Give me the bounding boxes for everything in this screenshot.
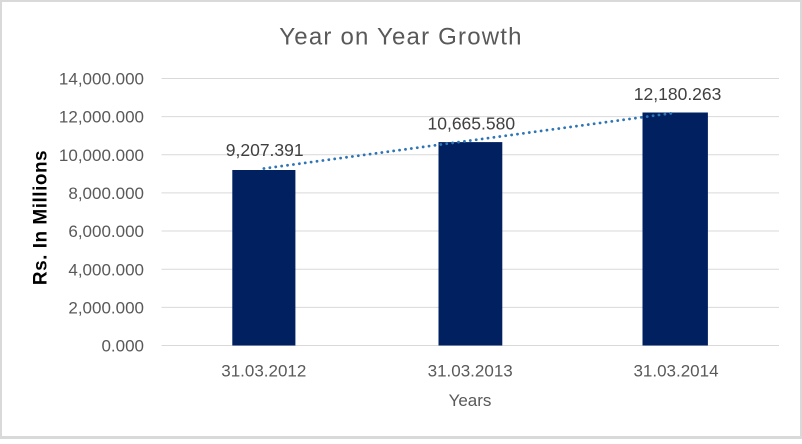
svg-text:6,000.000: 6,000.000 — [68, 222, 144, 241]
svg-text:9,207.391: 9,207.391 — [226, 140, 304, 160]
svg-text:31.03.2013: 31.03.2013 — [428, 361, 513, 380]
svg-text:10,000.000: 10,000.000 — [59, 146, 144, 165]
svg-text:31.03.2012: 31.03.2012 — [221, 361, 306, 380]
svg-text:Rs. In Millions: Rs. In Millions — [31, 150, 52, 285]
svg-text:31.03.2014: 31.03.2014 — [633, 361, 718, 380]
svg-text:12,000.000: 12,000.000 — [59, 108, 144, 127]
svg-text:Year on Year Growth: Year on Year Growth — [279, 24, 522, 51]
svg-text:10,665.580: 10,665.580 — [428, 114, 516, 134]
svg-text:Years: Years — [449, 391, 492, 410]
svg-text:0.000: 0.000 — [101, 337, 144, 356]
svg-text:12,180.263: 12,180.263 — [634, 84, 722, 104]
svg-text:14,000.000: 14,000.000 — [59, 70, 144, 89]
svg-text:4,000.000: 4,000.000 — [68, 260, 144, 279]
svg-text:8,000.000: 8,000.000 — [68, 184, 144, 203]
svg-text:2,000.000: 2,000.000 — [68, 298, 144, 317]
